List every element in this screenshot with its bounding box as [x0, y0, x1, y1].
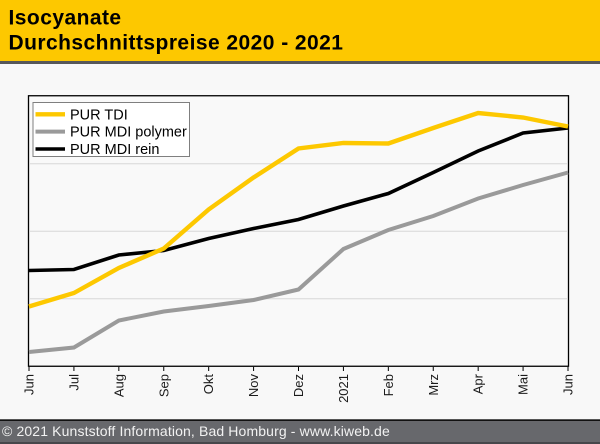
- svg-text:Jul: Jul: [66, 374, 81, 391]
- svg-text:Nov: Nov: [246, 374, 261, 398]
- svg-text:PUR TDI: PUR TDI: [70, 107, 128, 123]
- svg-text:Dez: Dez: [291, 374, 306, 397]
- svg-text:Feb: Feb: [381, 374, 396, 396]
- svg-text:Apr: Apr: [471, 373, 486, 394]
- svg-text:Aug: Aug: [111, 374, 126, 397]
- svg-text:Isocyanate: Isocyanate: [9, 7, 122, 30]
- svg-text:PUR MDI polymer: PUR MDI polymer: [70, 125, 187, 141]
- svg-text:© 2021 Kunststoff Information,: © 2021 Kunststoff Information, Bad Hombu…: [2, 423, 390, 439]
- svg-text:Jun: Jun: [22, 374, 37, 395]
- svg-text:Sep: Sep: [156, 374, 171, 397]
- svg-text:PUR MDI rein: PUR MDI rein: [70, 142, 159, 158]
- svg-text:Mrz: Mrz: [426, 374, 441, 396]
- svg-text:Mai: Mai: [516, 374, 531, 395]
- svg-text:Jun: Jun: [561, 374, 576, 395]
- svg-text:Durchschnittspreise 2020 - 202: Durchschnittspreise 2020 - 2021: [9, 32, 344, 55]
- svg-text:Okt: Okt: [201, 374, 216, 395]
- svg-text:2021: 2021: [336, 374, 351, 403]
